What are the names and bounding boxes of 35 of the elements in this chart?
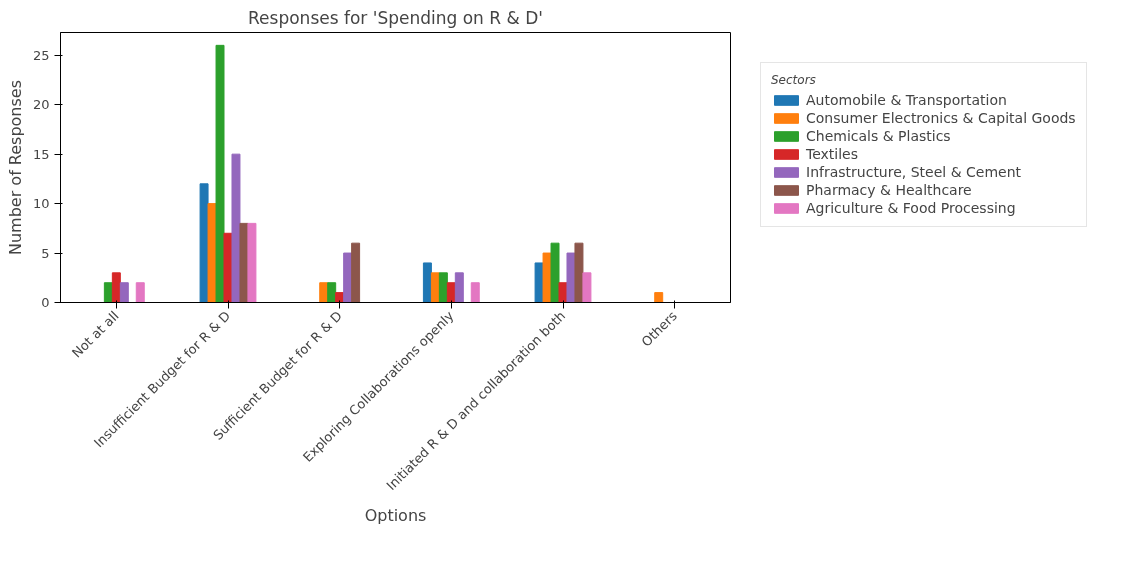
- y-tick-label: 0: [41, 295, 50, 310]
- bar: [574, 242, 584, 303]
- bar: [654, 292, 664, 303]
- legend-label: Textiles: [806, 146, 859, 162]
- legend-title: Sectors: [771, 73, 817, 87]
- y-tick-label: 20: [32, 97, 50, 113]
- bar: [327, 282, 337, 303]
- chart-title: Responses for 'Spending on R & D': [248, 7, 543, 28]
- legend-label: Chemicals & Plastics: [806, 128, 951, 144]
- bar: [231, 153, 241, 303]
- y-tick-label: 10: [32, 196, 50, 212]
- bar: [454, 272, 464, 303]
- y-tick-label: 15: [32, 146, 50, 162]
- x-axis-title: Options: [364, 506, 427, 526]
- bar: [247, 222, 257, 303]
- legend-label: Automobile & Transportation: [806, 92, 1007, 108]
- bar: [422, 262, 432, 303]
- legend-label: Infrastructure, Steel & Cement: [806, 164, 1022, 180]
- legend-label: Pharmacy & Healthcare: [806, 182, 972, 198]
- bar: [135, 282, 145, 303]
- bar: [215, 44, 225, 303]
- legend-label: Consumer Electronics & Capital Goods: [806, 110, 1076, 126]
- y-tick-label: 25: [32, 47, 50, 63]
- x-tick-label: Not at all: [69, 308, 122, 361]
- bar: [199, 183, 209, 303]
- bar: [470, 282, 480, 303]
- bar: [111, 272, 121, 303]
- y-tick-label: 5: [41, 245, 50, 261]
- bar: [351, 242, 361, 303]
- bar: [582, 272, 592, 303]
- bar: [119, 282, 129, 303]
- y-axis-title: Number of Responses: [5, 79, 25, 256]
- legend-label: Agriculture & Food Processing: [806, 200, 1016, 216]
- bar: [550, 242, 560, 303]
- bar: [438, 272, 448, 303]
